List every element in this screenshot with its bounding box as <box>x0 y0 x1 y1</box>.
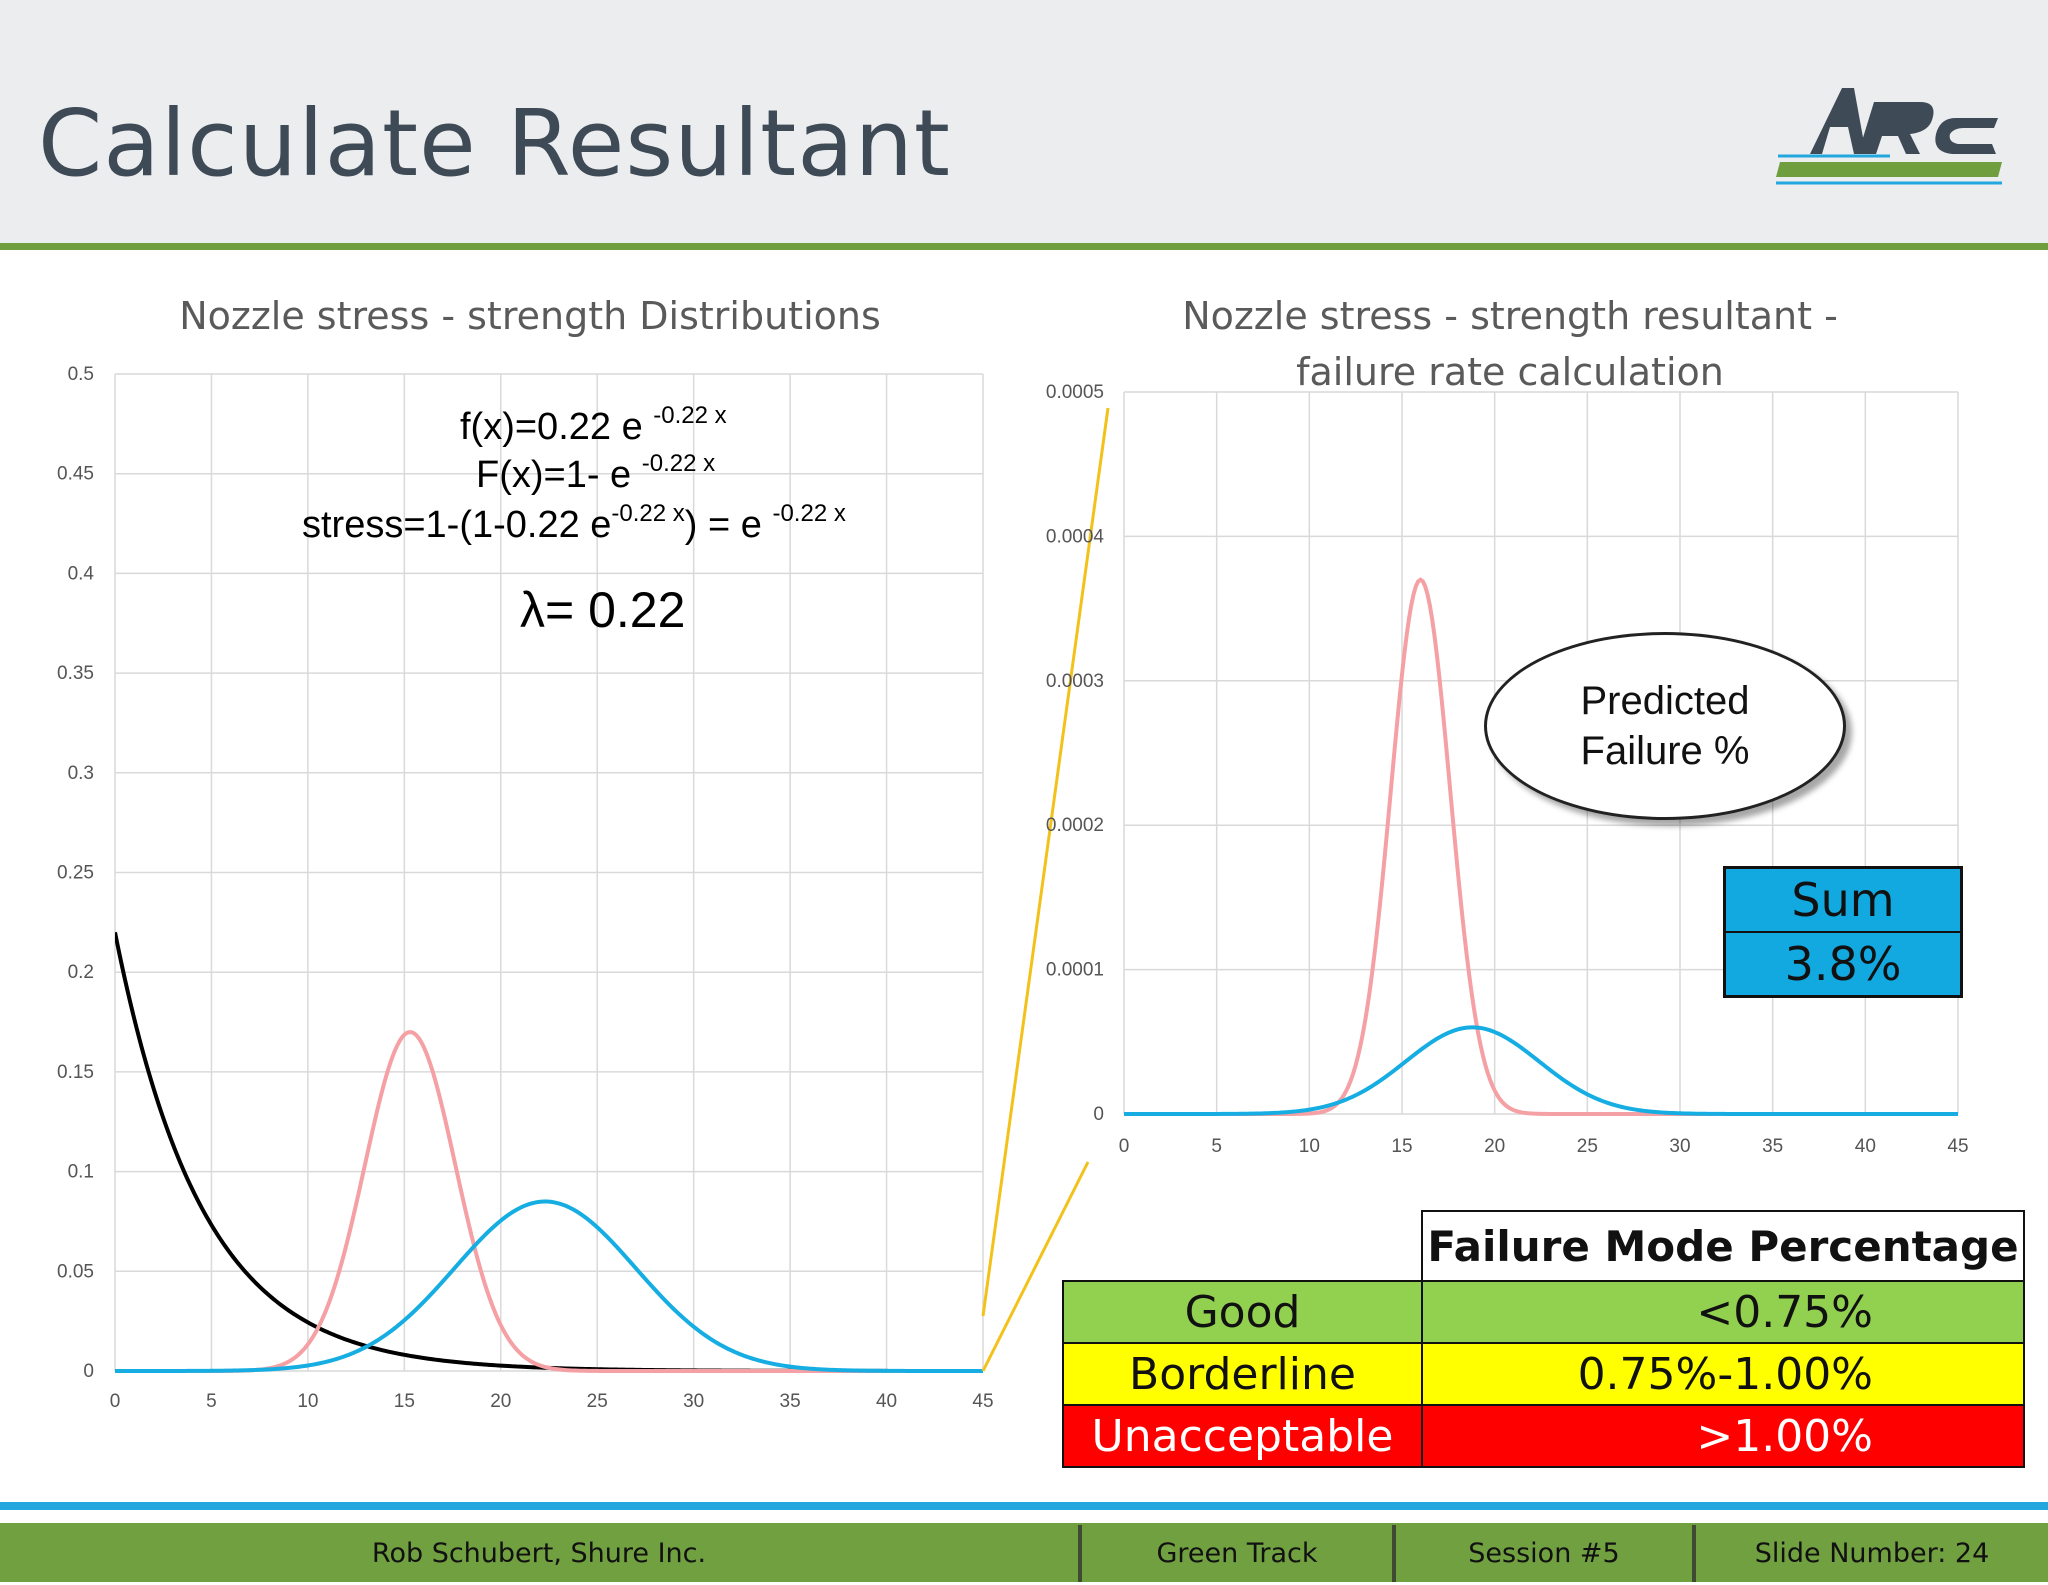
series-line-1 <box>1124 1025 1958 1116</box>
logo-letter-r <box>1858 102 1934 154</box>
x-tick-label: 40 <box>1855 1136 1876 1157</box>
formula-stress-text-b: ) = e <box>684 504 762 546</box>
logo-green-band <box>1776 162 2002 177</box>
x-tick-label: 0 <box>1119 1136 1130 1157</box>
row-value: <0.75% <box>1421 1280 2025 1344</box>
x-tick-label: 20 <box>1484 1136 1505 1157</box>
formula-cdf-text: F(x)=1- e <box>476 454 632 496</box>
y-tick-label: 0.25 <box>57 863 94 884</box>
y-tick-label: 0 <box>1093 1104 1104 1125</box>
x-tick-label: 35 <box>1762 1136 1783 1157</box>
y-tick-label: 0.0004 <box>1046 526 1105 547</box>
table-row-unacceptable: Unacceptable >1.00% <box>1062 1404 2025 1468</box>
row-value: 0.75%-1.00% <box>1421 1342 2025 1406</box>
row-value: >1.00% <box>1421 1404 2025 1468</box>
y-tick-label: 0.15 <box>57 1062 94 1083</box>
footer-separator <box>1692 1525 1696 1582</box>
y-tick-label: 0.35 <box>57 663 94 684</box>
arc-logo <box>1776 88 2002 185</box>
left-chart-title: Nozzle stress - strength Distributions <box>179 294 881 338</box>
x-tick-label: 25 <box>587 1391 608 1412</box>
failure-mode-table: Failure Mode Percentage Good <0.75% Bord… <box>1062 1210 2025 1468</box>
sum-box: Sum 3.8% <box>1723 866 1963 998</box>
y-tick-label: 0 <box>83 1361 94 1382</box>
slide-title: Calculate Resultant <box>38 90 951 197</box>
y-tick-label: 0.0001 <box>1046 960 1104 981</box>
footer-separator <box>1078 1525 1082 1582</box>
y-tick-label: 0.0005 <box>1046 382 1104 403</box>
x-tick-label: 40 <box>876 1391 897 1412</box>
formula-cdf-exponent: -0.22 x <box>641 450 716 477</box>
formula-pdf: f(x)=0.22 e -0.22 x <box>460 402 727 452</box>
table-corner <box>1063 1211 1422 1281</box>
zoom-line-bottom <box>981 1161 1090 1372</box>
formula-pdf-exponent: -0.22 x <box>653 402 727 429</box>
y-tick-label: 0.0002 <box>1046 815 1104 836</box>
y-tick-label: 0.5 <box>68 364 94 385</box>
series-line-2 <box>115 1199 983 1373</box>
x-tick-label: 35 <box>780 1391 801 1412</box>
lambda-value: λ= 0.22 <box>520 582 686 638</box>
y-tick-label: 0.1 <box>68 1162 94 1183</box>
x-tick-label: 30 <box>1669 1136 1690 1157</box>
x-tick-label: 20 <box>490 1391 511 1412</box>
x-tick-label: 5 <box>1211 1136 1222 1157</box>
table-row-borderline: Borderline 0.75%-1.00% <box>1062 1342 2025 1406</box>
x-tick-label: 45 <box>972 1391 993 1412</box>
y-tick-label: 0.3 <box>68 763 94 784</box>
logo-letter-c <box>1935 118 1998 154</box>
formula-cdf: F(x)=1- e -0.22 x <box>476 450 715 500</box>
predicted-failure-callout: Predicted Failure % <box>1484 632 1846 820</box>
y-tick-label: 0.2 <box>68 962 94 983</box>
y-tick-label: 0.05 <box>57 1261 94 1282</box>
sum-value: 3.8% <box>1726 931 1960 995</box>
callout-line-1: Predicted <box>1580 679 1750 723</box>
row-label: Borderline <box>1062 1342 1423 1406</box>
x-tick-label: 15 <box>1391 1136 1412 1157</box>
x-tick-label: 10 <box>1299 1136 1320 1157</box>
header-divider <box>0 243 2048 250</box>
footer-slide-number: Slide Number: 24 <box>1754 1538 1990 1569</box>
x-tick-label: 5 <box>206 1391 217 1412</box>
footer-blue-rule <box>0 1502 2048 1510</box>
x-tick-label: 0 <box>110 1391 121 1412</box>
x-tick-label: 15 <box>394 1391 415 1412</box>
x-tick-label: 10 <box>297 1391 318 1412</box>
y-tick-label: 0.45 <box>57 464 94 485</box>
formula-stress-exponent-b: -0.22 x <box>772 500 846 527</box>
x-tick-label: 45 <box>1947 1136 1968 1157</box>
table-row-good: Good <0.75% <box>1062 1280 2025 1344</box>
slide-header <box>0 0 2048 243</box>
right-chart-title: Nozzle stress - strength resultant - fai… <box>1182 294 1838 394</box>
footer-session: Session #5 <box>1468 1538 1620 1569</box>
x-tick-label: 25 <box>1577 1136 1598 1157</box>
row-label: Unacceptable <box>1062 1404 1423 1468</box>
logo-letter-a <box>1810 88 1866 154</box>
footer-separator <box>1392 1525 1396 1582</box>
formula-stress: stress=1-(1-0.22 e-0.22 x) = e -0.22 x <box>302 500 846 550</box>
footer-track: Green Track <box>1156 1538 1318 1569</box>
y-tick-label: 0.0003 <box>1046 671 1104 692</box>
footer-author: Rob Schubert, Shure Inc. <box>371 1538 707 1569</box>
callout-line-2: Failure % <box>1580 729 1750 773</box>
formula-stress-text-a: stress=1-(1-0.22 e <box>302 504 612 546</box>
x-tick-label: 30 <box>683 1391 704 1412</box>
formula-pdf-text: f(x)=0.22 e <box>460 406 643 448</box>
sum-label: Sum <box>1791 873 1895 927</box>
y-tick-label: 0.4 <box>68 563 95 584</box>
formula-stress-exponent-a: -0.22 x <box>611 500 685 527</box>
row-label: Good <box>1062 1280 1423 1344</box>
table-header: Failure Mode Percentage <box>1421 1210 2025 1282</box>
footer-bar: Rob Schubert, Shure Inc. Green Track Ses… <box>0 1523 2048 1582</box>
zoom-line-top <box>981 407 1110 1317</box>
